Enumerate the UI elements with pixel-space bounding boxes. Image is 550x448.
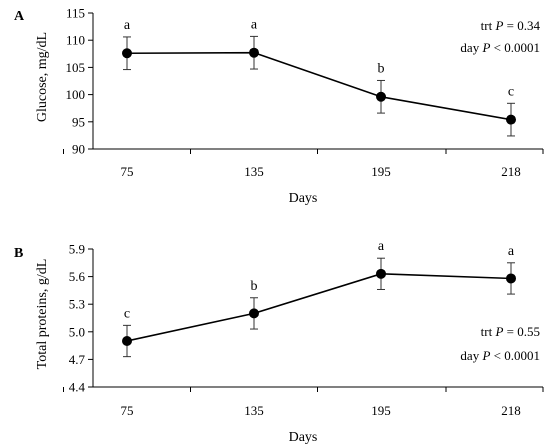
y-axis-title: Total proteins, g/dL	[35, 259, 50, 370]
stats-annotation: day P < 0.0001	[460, 40, 540, 55]
significance-letter: b	[378, 61, 385, 76]
significance-letter: a	[508, 244, 515, 259]
y-tick-label: 5.6	[69, 269, 86, 284]
data-point	[122, 48, 132, 59]
data-point	[249, 47, 259, 58]
significance-letter: b	[251, 279, 258, 294]
y-tick-label: 5.3	[69, 297, 85, 312]
panel-a-label: A	[14, 9, 25, 24]
stats-annotation: trt P = 0.55	[481, 324, 540, 339]
x-tick-label: 218	[501, 403, 521, 418]
data-point	[506, 273, 516, 284]
significance-letter: a	[251, 17, 258, 32]
x-axis-title: Days	[289, 191, 318, 206]
y-tick-label: 4.4	[69, 380, 86, 395]
y-tick-label: 5.0	[69, 324, 85, 339]
data-point	[376, 91, 386, 102]
stats-annotation: day P < 0.0001	[460, 348, 540, 363]
data-point	[376, 268, 386, 279]
y-tick-label: 115	[66, 6, 85, 21]
y-tick-label: 100	[66, 87, 86, 102]
y-axis-title: Glucose, mg/dL	[35, 32, 50, 122]
significance-letter: a	[378, 239, 385, 254]
y-tick-label: 4.7	[69, 352, 86, 367]
y-tick-label: 90	[72, 142, 85, 157]
series-line	[126, 51, 512, 121]
data-point	[506, 114, 516, 125]
panel-b-total-proteins-chart: B 4.4 4.7 5.0 5.3 5.6 5.9 75 135 195 218 Days Total …	[14, 239, 544, 445]
panel-a-glucose-chart: A 90 95 100 105 110 115 75 135 195 218 Days Glucose,…	[14, 6, 544, 206]
significance-letter: c	[508, 84, 514, 99]
x-tick-label: 195	[371, 164, 391, 179]
x-tick-label: 135	[244, 164, 264, 179]
x-tick-label: 195	[371, 403, 391, 418]
stats-annotation: trt P = 0.34	[481, 18, 541, 33]
series-line	[126, 273, 512, 342]
data-point	[249, 308, 259, 319]
x-tick-label: 75	[121, 403, 134, 418]
significance-letter: c	[124, 306, 130, 321]
x-axis-title: Days	[289, 430, 318, 445]
y-tick-label: 110	[66, 33, 85, 48]
y-tick-label: 105	[66, 60, 86, 75]
data-point	[122, 336, 132, 346]
x-tick-label: 135	[244, 403, 264, 418]
significance-letter: a	[124, 18, 131, 33]
x-tick-label: 75	[121, 164, 134, 179]
panel-b-label: B	[14, 246, 23, 261]
y-tick-label: 5.9	[69, 242, 85, 257]
x-tick-label: 218	[501, 164, 521, 179]
y-tick-label: 95	[72, 114, 85, 129]
